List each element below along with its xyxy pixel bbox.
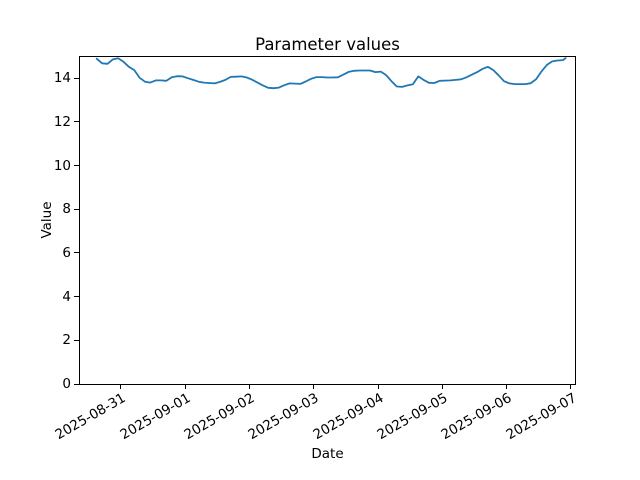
x-tick-mark: [377, 385, 379, 389]
line-chart-canvas: [95, 57, 567, 90]
y-tick-mark: [74, 339, 79, 341]
y-tick-mark: [74, 296, 79, 298]
chart-title: Parameter values: [255, 35, 400, 54]
x-tick-label-text: 2025-09-07: [503, 390, 579, 444]
x-axis-label: Date: [311, 446, 344, 462]
x-tick-label-text: 2025-09-01: [117, 390, 194, 444]
parameter-series-line: [95, 57, 567, 90]
x-tick-label-text: 2025-08-31: [52, 390, 129, 444]
x-tick-mark: [506, 385, 508, 389]
x-tick-mark: [248, 385, 250, 389]
y-tick-mark: [74, 208, 79, 210]
y-tick-label: 10: [53, 157, 71, 174]
y-tick-label: 8: [62, 201, 71, 218]
x-tick-mark: [120, 385, 122, 389]
plot-area: [79, 56, 576, 385]
x-tick-label-text: 2025-09-06: [438, 390, 515, 444]
y-tick-mark: [74, 165, 79, 167]
x-tick-mark: [441, 385, 443, 389]
x-tick-mark: [313, 385, 315, 389]
y-tick-mark: [74, 383, 79, 385]
y-tick-mark: [74, 252, 79, 254]
x-tick-mark: [570, 385, 572, 389]
x-tick-label-text: 2025-09-05: [374, 390, 451, 444]
x-tick-mark: [184, 385, 186, 389]
y-tick-label: 0: [62, 376, 71, 392]
y-tick-mark: [74, 121, 79, 123]
y-tick-label: 14: [53, 70, 71, 87]
x-tick-label-text: 2025-09-02: [181, 390, 258, 444]
y-tick-label: 6: [62, 244, 71, 261]
y-tick-label: 12: [53, 113, 71, 130]
y-tick-label: 4: [62, 288, 71, 305]
x-tick-label-text: 2025-09-03: [245, 390, 322, 444]
y-tick-mark: [74, 77, 79, 79]
y-tick-label: 2: [62, 332, 71, 349]
x-tick-label-text: 2025-09-04: [310, 390, 387, 444]
